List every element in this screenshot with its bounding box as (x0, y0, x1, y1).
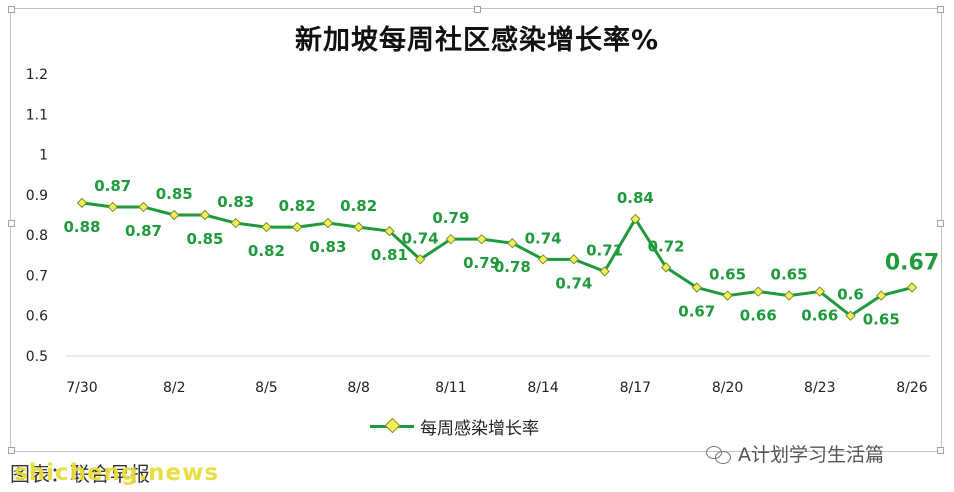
data-label: 0.6 (837, 286, 864, 304)
legend-label: 每周感染增长率 (420, 418, 539, 439)
resize-handle[interactable] (8, 447, 15, 454)
source-caption: 图表：联合早报 (10, 462, 150, 486)
data-point-marker (384, 225, 395, 237)
y-tick-label: 0.7 (26, 268, 48, 284)
data-label: 0.82 (248, 242, 285, 260)
x-tick-label: 8/11 (435, 380, 466, 396)
y-tick-label: 1.1 (26, 107, 48, 123)
data-point-marker (445, 233, 457, 245)
x-tick-label: 8/14 (527, 380, 559, 396)
data-label: 0.79 (463, 254, 500, 272)
data-label: 0.83 (217, 193, 254, 211)
x-tick-label: 8/20 (712, 380, 743, 396)
x-tick-label: 8/8 (347, 380, 370, 396)
data-point-marker (722, 290, 733, 301)
watermark: A计划学习生活篇 (706, 440, 884, 467)
data-label: 0.66 (740, 307, 777, 325)
series-line (81, 201, 913, 318)
data-label: 0.65 (709, 266, 746, 284)
x-tick-label: 8/23 (804, 380, 835, 396)
data-point-marker (568, 254, 580, 265)
data-point-marker (906, 282, 918, 293)
wechat-icon (706, 444, 732, 464)
data-point-marker (322, 217, 334, 229)
data-label: 0.72 (648, 237, 685, 255)
data-point-marker (261, 221, 272, 233)
data-label: 0.87 (125, 222, 162, 240)
data-label: 0.79 (432, 209, 469, 227)
watermark-text: A计划学习生活篇 (738, 444, 884, 466)
chart-legend: 每周感染增长率 (370, 414, 539, 439)
resize-handle[interactable] (937, 6, 944, 13)
y-tick-label: 0.6 (26, 309, 48, 325)
data-point-marker (76, 197, 88, 209)
legend-line-icon (370, 417, 414, 433)
data-label: 0.71 (586, 241, 623, 259)
x-tick-label: 8/2 (163, 380, 186, 396)
data-label: 0.74 (525, 229, 562, 247)
data-label: 0.83 (309, 238, 346, 256)
data-point-marker (691, 282, 703, 293)
data-label: 0.74 (555, 274, 592, 292)
data-point-marker (630, 213, 641, 225)
chart-title: 新加坡每周社区感染增长率% (294, 25, 660, 56)
data-point-marker (814, 286, 825, 297)
source-watermark: shicheng.news (14, 460, 220, 486)
data-point-marker (845, 310, 856, 321)
data-point-marker (599, 266, 610, 277)
resize-handle[interactable] (8, 220, 15, 227)
y-tick-label: 1.2 (26, 67, 48, 83)
chart-frame (8, 6, 944, 454)
data-point-marker (353, 221, 364, 233)
data-point-marker (107, 201, 118, 213)
data-label: 0.85 (186, 230, 223, 248)
data-label: 0.84 (617, 189, 654, 207)
x-tick-label: 8/17 (620, 380, 651, 396)
y-tick-label: 0.5 (26, 349, 48, 365)
data-label: 0.74 (402, 229, 439, 247)
data-point-marker (783, 290, 795, 301)
data-point-marker (414, 254, 426, 265)
data-label: 0.65 (771, 266, 808, 284)
data-point-marker (876, 290, 887, 301)
data-point-marker (476, 233, 487, 245)
data-point-marker (660, 262, 672, 273)
data-label: 0.81 (371, 246, 408, 264)
data-label: 0.85 (156, 185, 193, 203)
y-tick-label: 1 (39, 148, 48, 164)
x-tick-label: 7/30 (66, 380, 97, 396)
data-label: 0.82 (279, 197, 316, 215)
data-point-marker (199, 209, 211, 221)
data-point-marker (169, 209, 180, 221)
resize-handle[interactable] (937, 220, 944, 227)
data-label: 0.66 (801, 307, 838, 325)
y-tick-label: 0.9 (26, 188, 48, 204)
data-label: 0.67 (885, 251, 939, 276)
data-label: 0.65 (863, 311, 900, 329)
data-point-marker (291, 221, 303, 233)
x-tick-label: 8/26 (896, 380, 928, 396)
data-point-marker (537, 254, 549, 265)
data-label: 0.67 (678, 303, 715, 321)
diamond-marker-icon (384, 417, 401, 433)
data-point-marker (507, 237, 518, 249)
data-point-marker (753, 286, 764, 297)
data-label: 0.87 (94, 177, 131, 195)
data-label: 0.78 (494, 258, 531, 276)
data-label: 0.82 (340, 197, 377, 215)
resize-handle[interactable] (937, 447, 944, 454)
resize-handle[interactable] (8, 6, 15, 13)
data-point-marker (230, 217, 241, 229)
y-tick-label: 0.8 (26, 228, 48, 244)
x-tick-label: 8/5 (255, 380, 278, 396)
data-point-marker (138, 201, 149, 213)
resize-handle[interactable] (474, 6, 481, 13)
data-label: 0.88 (63, 218, 100, 236)
